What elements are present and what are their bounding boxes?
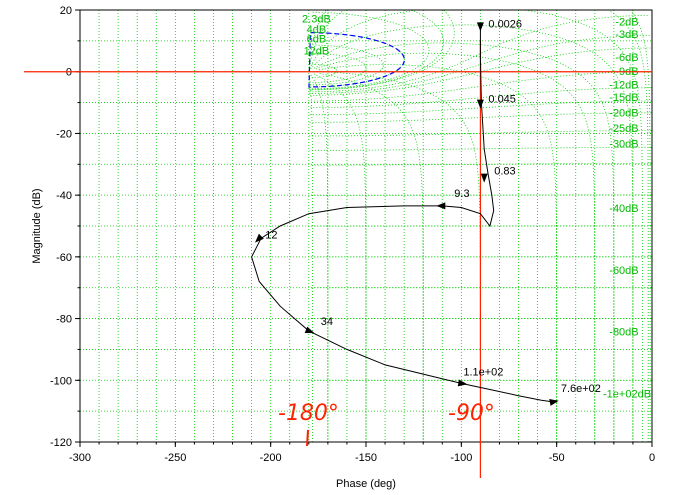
axis-ticks: -300 -250 -200 -150 -100 -50 0 20 0 -20 -40 -60 -80 -… xyxy=(50,5,655,464)
grid-constant-phase-curve xyxy=(309,10,643,442)
grid-label: -60dB xyxy=(609,265,638,277)
grid-constant-magnitude-curve xyxy=(309,112,652,123)
grid-label: -3dB xyxy=(615,29,638,41)
frequency-marker-arrow xyxy=(457,379,468,387)
grid-constant-phase-curve xyxy=(313,73,367,442)
grid-constant-phase-curve xyxy=(314,52,596,442)
annotation-hand-stroke xyxy=(306,429,309,447)
grid-constant-magnitude-curve xyxy=(309,10,455,91)
x-tick-label: -150 xyxy=(355,452,377,464)
frequency-marker-label: 34 xyxy=(321,316,333,328)
grid-label: -15dB xyxy=(609,92,638,104)
frequency-response-curve xyxy=(251,25,553,403)
frequency-marker-arrow xyxy=(476,99,484,109)
grid-constant-phase-curve xyxy=(310,24,634,442)
reference-lines xyxy=(24,40,652,478)
frequency-marker-label: 9.3 xyxy=(454,188,469,200)
y-tick-label: -40 xyxy=(56,190,72,202)
y-tick-label: -120 xyxy=(50,437,72,449)
y-tick-label: -100 xyxy=(50,375,72,387)
frequency-markers: 0.0026 0.045 0.83 9.3 12 34 1.1e+02 7.6e+02 xyxy=(255,18,601,406)
frequency-marker-arrow xyxy=(255,233,264,243)
grid-label: 2.3dB xyxy=(302,13,331,25)
closed-loop-2-3db-circle xyxy=(308,32,405,88)
frequency-marker-label: 7.6e+02 xyxy=(561,383,601,395)
grid-label: -25dB xyxy=(609,123,638,135)
x-tick-label: -50 xyxy=(549,452,565,464)
frequency-marker-arrow xyxy=(436,202,446,210)
grid-constant-phase-curve xyxy=(317,72,424,442)
x-axis-title: Phase (deg) xyxy=(336,478,396,490)
grid-label: 4dB xyxy=(307,24,327,36)
grid-constant-phase-curve xyxy=(308,10,649,442)
y-tick-label: -60 xyxy=(56,252,72,264)
grid-label: 6dB xyxy=(307,33,327,45)
grid-constant-phase-curve xyxy=(308,10,651,442)
grid-label: -40dB xyxy=(609,203,638,215)
grid-constant-phase-curve xyxy=(317,64,558,442)
grid-label: -1e+02dB xyxy=(603,388,651,400)
grid-label: -6dB xyxy=(615,52,638,64)
frequency-marker-arrow xyxy=(476,22,484,32)
x-tick-label: -300 xyxy=(69,452,91,464)
y-tick-label: -80 xyxy=(56,314,72,326)
grid-label: -2dB xyxy=(615,16,638,28)
annotation-minus-90: -90° xyxy=(448,401,495,426)
frequency-marker-arrow xyxy=(480,173,488,183)
grid-constant-phase-curve xyxy=(310,73,329,442)
frequency-marker-arrow xyxy=(304,326,315,334)
x-tick-label: -250 xyxy=(164,452,186,464)
grid-constant-phase-curve xyxy=(312,42,615,442)
y-tick-label: -20 xyxy=(56,128,72,140)
grid-label: -30dB xyxy=(609,138,638,150)
frequency-marker-label: 12 xyxy=(265,229,277,241)
annotation-minus-180: -180° xyxy=(278,401,339,426)
grid-lines xyxy=(80,10,652,442)
y-tick-label: 20 xyxy=(60,5,72,17)
x-tick-label: -100 xyxy=(450,452,472,464)
y-axis-title: Magnitude (dB) xyxy=(31,188,43,263)
grid-label: 12dB xyxy=(304,46,330,58)
frequency-marker-label: 0.83 xyxy=(494,166,515,178)
frequency-marker-label: 0.0026 xyxy=(488,18,522,30)
grid-label: -12dB xyxy=(609,80,638,92)
grid-constant-phase-curve xyxy=(308,74,313,442)
grid-label: -20dB xyxy=(609,107,638,119)
y-tick-label: 0 xyxy=(66,67,72,79)
nichols-grid xyxy=(80,10,652,442)
grid-constant-magnitude-curve xyxy=(309,47,651,96)
grid-constant-magnitude-curve xyxy=(309,35,650,94)
grid-constant-magnitude-curve xyxy=(309,71,651,102)
frequency-marker-label: 1.1e+02 xyxy=(463,366,503,378)
frequency-marker-arrow xyxy=(549,399,559,406)
grid-constant-magnitude-curve xyxy=(309,163,652,166)
grid-constant-magnitude-curve xyxy=(309,100,652,116)
frequency-marker-label: 0.045 xyxy=(488,94,516,106)
x-tick-label: 0 xyxy=(649,452,655,464)
grid-constant-magnitude-curve xyxy=(309,44,384,86)
x-tick-label: -200 xyxy=(260,452,282,464)
grid-label: -80dB xyxy=(609,327,638,339)
grid-constant-magnitude-curve xyxy=(308,63,337,79)
grid-constant-magnitude-curve xyxy=(309,15,648,93)
grid-constant-magnitude-curve xyxy=(309,130,652,137)
grid-constant-magnitude-curve xyxy=(309,87,652,108)
